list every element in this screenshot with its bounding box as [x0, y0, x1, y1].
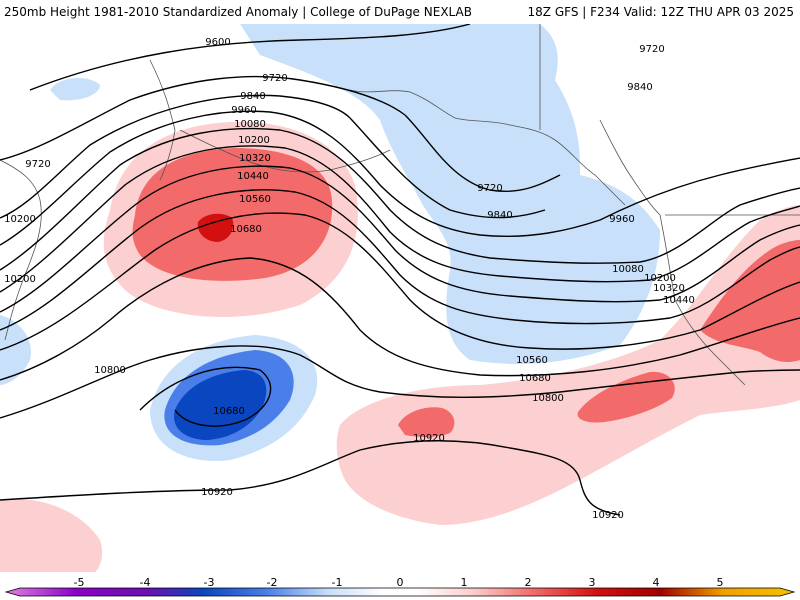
contour-10680: [0, 257, 800, 427]
contour-label: 9720: [639, 44, 664, 55]
contour-label: 10440: [237, 171, 269, 182]
contour-label: 10080: [234, 119, 266, 130]
positive-anomaly-subtropical: [577, 371, 675, 423]
colorbar-tick-label: 2: [524, 576, 532, 589]
us-west-coast: [659, 214, 746, 386]
contour-label: 10800: [532, 393, 564, 404]
contour-label: 10920: [201, 487, 233, 498]
contour-9720-alaska: [404, 114, 561, 192]
contour-label: 9960: [609, 214, 634, 225]
contour-9960: [0, 110, 800, 246]
contour-10200: [0, 145, 800, 293]
contour-9840-west: [0, 94, 351, 219]
positive-anomaly-west-us: [336, 205, 800, 525]
anomaly-map: 9600 9720 9840 9960 10080 10200 10320 10…: [0, 24, 800, 572]
contour-label: 10560: [239, 194, 271, 205]
contour-label: 10080: [612, 264, 644, 275]
negative-anomaly-alaska: [240, 24, 660, 365]
contour-label: 9600: [205, 37, 230, 48]
colorbar-tick-label: -5: [73, 576, 85, 589]
contour-10440: [0, 189, 800, 331]
contour-10800: [0, 345, 800, 419]
contour-label: 10680: [519, 373, 551, 384]
contour-label: 10680: [213, 406, 245, 417]
contour-label: 10920: [413, 433, 445, 444]
bc-coast: [599, 119, 661, 216]
contour-label: 10200: [644, 273, 676, 284]
negative-anomaly-pacific-core: [174, 370, 267, 440]
map-header: 250mb Height 1981-2010 Standardized Anom…: [0, 0, 800, 24]
colorbar-tick-label: 5: [716, 576, 724, 589]
contour-label: 10200: [4, 274, 36, 285]
contour-label: 10560: [516, 355, 548, 366]
negative-anomaly-west-edge: [0, 315, 31, 385]
positive-anomaly-hawaii: [398, 407, 455, 438]
colorbar-tick-label: 4: [652, 576, 660, 589]
colorbar-tick-label: 0: [396, 576, 404, 589]
contour-label: 10680: [230, 224, 262, 235]
colorbar-tick-label: 3: [588, 576, 596, 589]
contour-10320: [0, 165, 800, 313]
colorbar-tick-label: -3: [203, 576, 215, 589]
model-run-info: 18Z GFS | F234 Valid: 12Z THU APR 03 202…: [527, 5, 794, 19]
colorbar-tick-label: 1: [460, 576, 468, 589]
contour-label: 10320: [653, 283, 685, 294]
anomaly-shading: [0, 24, 800, 572]
contour-label: 9720: [477, 183, 502, 194]
contour-label: 10200: [238, 135, 270, 146]
map-title: 250mb Height 1981-2010 Standardized Anom…: [4, 5, 472, 19]
asia-coast: [0, 159, 42, 341]
positive-anomaly-southwest-corner: [0, 499, 103, 572]
contour-label: 10200: [4, 214, 36, 225]
colorbar-tick-label: -2: [266, 576, 278, 589]
contour-10920: [0, 440, 621, 516]
contour-label: 10800: [94, 365, 126, 376]
contour-label: 10920: [592, 510, 624, 521]
negative-anomaly-small-north: [50, 78, 100, 101]
positive-anomaly-bering-core: [197, 213, 234, 242]
contour-10080: [0, 127, 800, 271]
contour-9600: [29, 24, 471, 91]
contour-label: 10440: [663, 295, 695, 306]
anomaly-colorbar: [4, 587, 796, 597]
contour-label: 9960: [231, 105, 256, 116]
coastlines: [0, 24, 800, 386]
colorbar-tick-label: -1: [331, 576, 343, 589]
contour-9720-west: [0, 75, 406, 161]
colorbar-tick-label: -4: [139, 576, 151, 589]
kamchatka-coast: [149, 59, 176, 181]
contour-label-group: 9600 9720 9840 9960 10080 10200 10320 10…: [4, 37, 695, 521]
contour-label: 9840: [487, 210, 512, 221]
aleutian-chain: [179, 129, 391, 173]
contour-10560: [0, 212, 800, 351]
alaska-coast: [349, 89, 626, 206]
colorbar-strip: [4, 587, 796, 597]
height-contours: [0, 24, 800, 516]
contour-label: 9840: [240, 91, 265, 102]
contour-label: 10320: [239, 153, 271, 164]
contour-label: 9720: [25, 159, 50, 170]
positive-anomaly-west-us-mid: [700, 240, 800, 363]
contour-label: 9720: [262, 73, 287, 84]
contour-label: 9840: [627, 82, 652, 93]
positive-anomaly-bering-mid: [132, 148, 333, 281]
contour-9840-alaska: [349, 117, 546, 219]
